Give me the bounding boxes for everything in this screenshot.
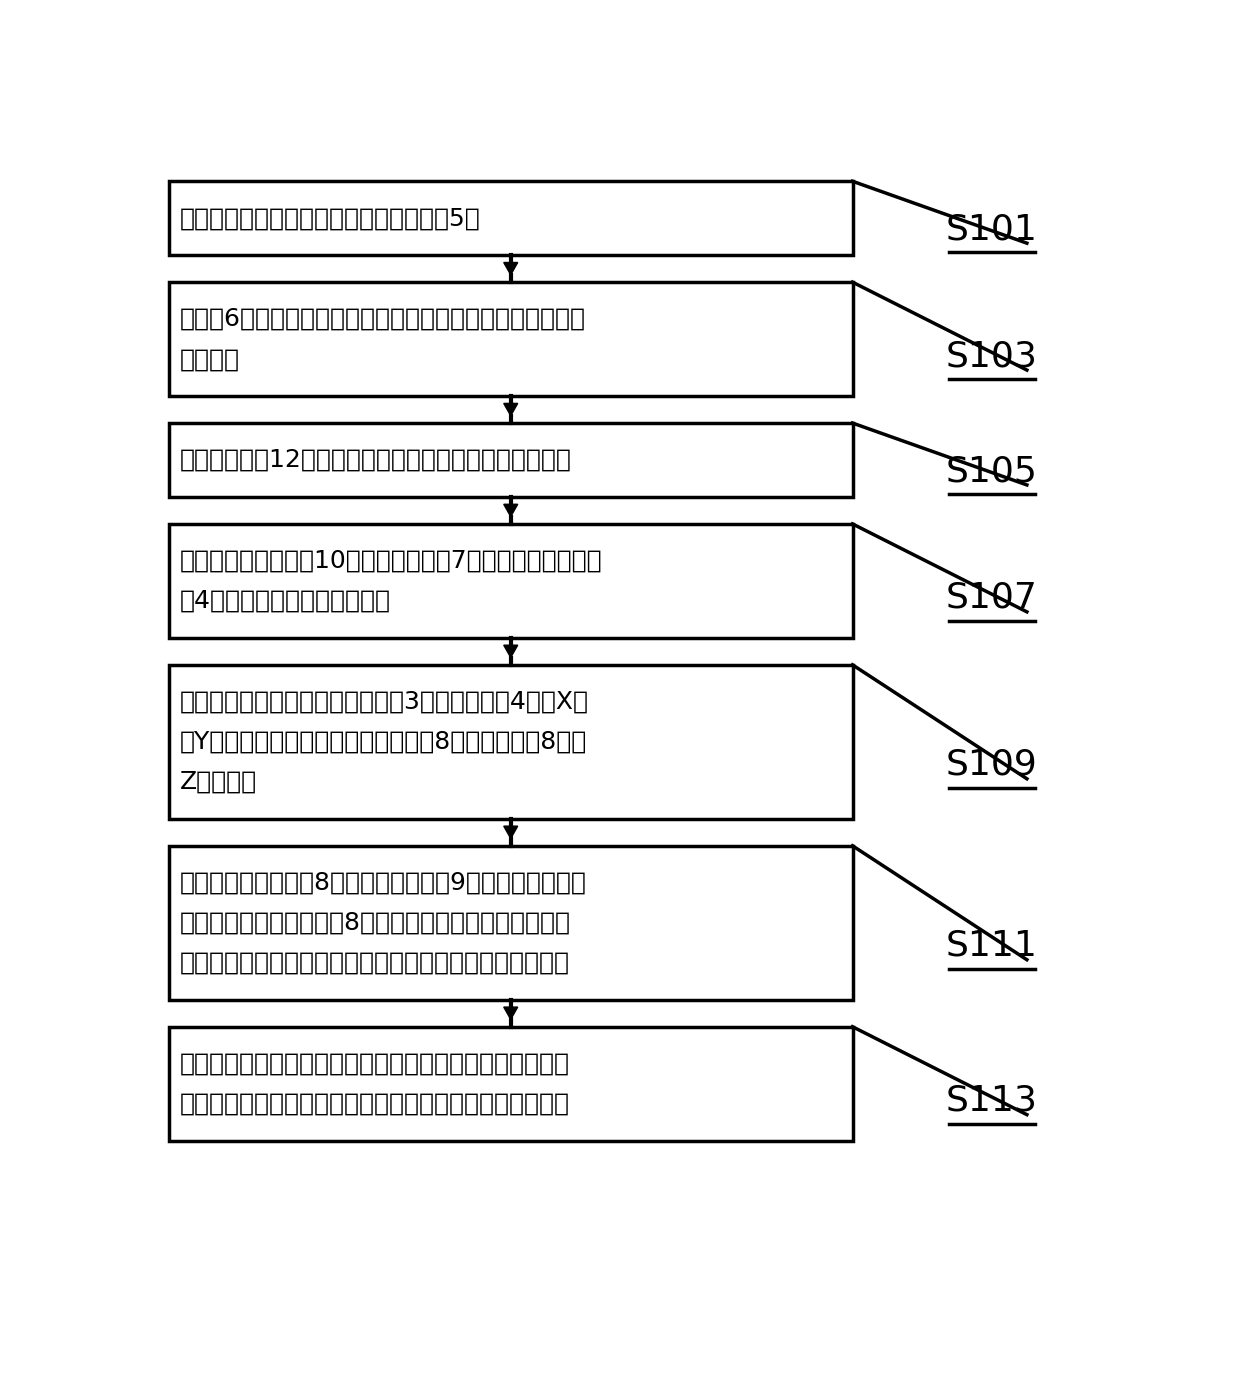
Bar: [169, 525, 853, 638]
Text: 加热套6加热熔融材料细胞水凝胶材料或其他部分生物材料不: 加热套6加热熔融材料细胞水凝胶材料或其他部分生物材料不: [180, 307, 585, 331]
Text: S109: S109: [946, 748, 1038, 783]
Text: 材料打印至打印平台8后，经由制冷平台9持续制冷，使得打: 材料打印至打印平台8后，经由制冷平台9持续制冷，使得打: [180, 870, 587, 894]
Polygon shape: [503, 644, 518, 657]
Text: Z轴运动；: Z轴运动；: [180, 770, 257, 794]
Bar: [169, 1027, 853, 1141]
Polygon shape: [503, 826, 518, 838]
Text: S101: S101: [946, 212, 1038, 247]
Text: S103: S103: [946, 339, 1038, 374]
Polygon shape: [503, 403, 518, 416]
Text: 打开高压静电发生器10和气压挤出系统7，调节电压到打印喷: 打开高压静电发生器10和气压挤出系统7，调节电压到打印喷: [180, 548, 603, 573]
Bar: [169, 423, 853, 497]
Text: S107: S107: [946, 580, 1038, 615]
Text: 需加热；: 需加热；: [180, 347, 239, 371]
Text: 通过组合多个打印头，可以同时打印由多种不同高分子材料: 通过组合多个打印头，可以同时打印由多种不同高分子材料: [180, 1052, 570, 1076]
Text: 和多种不同细胞水凝胶材料组合而成的复杂组分生物样品。: 和多种不同细胞水凝胶材料组合而成的复杂组分生物样品。: [180, 1092, 570, 1116]
Text: 头4可以稳定喷出较细的纤维；: 头4可以稳定喷出较细的纤维；: [180, 589, 391, 612]
Text: S111: S111: [946, 929, 1038, 963]
Polygon shape: [503, 504, 518, 516]
Text: 将高分子材料或细胞水凝胶材料加入料筒5；: 将高分子材料或细胞水凝胶材料加入料筒5；: [180, 206, 481, 230]
Text: 自动控制装置12中导入三维模型并设置好相关打印参数；: 自动控制装置12中导入三维模型并设置好相关打印参数；: [180, 448, 572, 472]
Text: S113: S113: [946, 1084, 1038, 1117]
Text: 与Y轴运动，打印纤维堆积在打印平台8上，打印平台8沿着: 与Y轴运动，打印纤维堆积在打印平台8上，打印平台8沿着: [180, 730, 587, 753]
Text: 印材料在堆积至打印平台8后，迅速冷却冰冻凝固，维持打: 印材料在堆积至打印平台8后，迅速冷却冰冻凝固，维持打: [180, 911, 570, 935]
Polygon shape: [503, 262, 518, 275]
Bar: [169, 282, 853, 396]
Polygon shape: [503, 1007, 518, 1020]
Text: 印形态，经过反复堆积最终打印得到三维立体的生物样品；: 印形态，经过反复堆积最终打印得到三维立体的生物样品；: [180, 951, 570, 975]
Text: S105: S105: [946, 455, 1038, 488]
Bar: [169, 181, 853, 255]
Bar: [169, 665, 853, 819]
Text: 打印过程中，由打印喷头运动平台3带动打印喷头4沿着X轴: 打印过程中，由打印喷头运动平台3带动打印喷头4沿着X轴: [180, 689, 589, 714]
Bar: [169, 845, 853, 1000]
